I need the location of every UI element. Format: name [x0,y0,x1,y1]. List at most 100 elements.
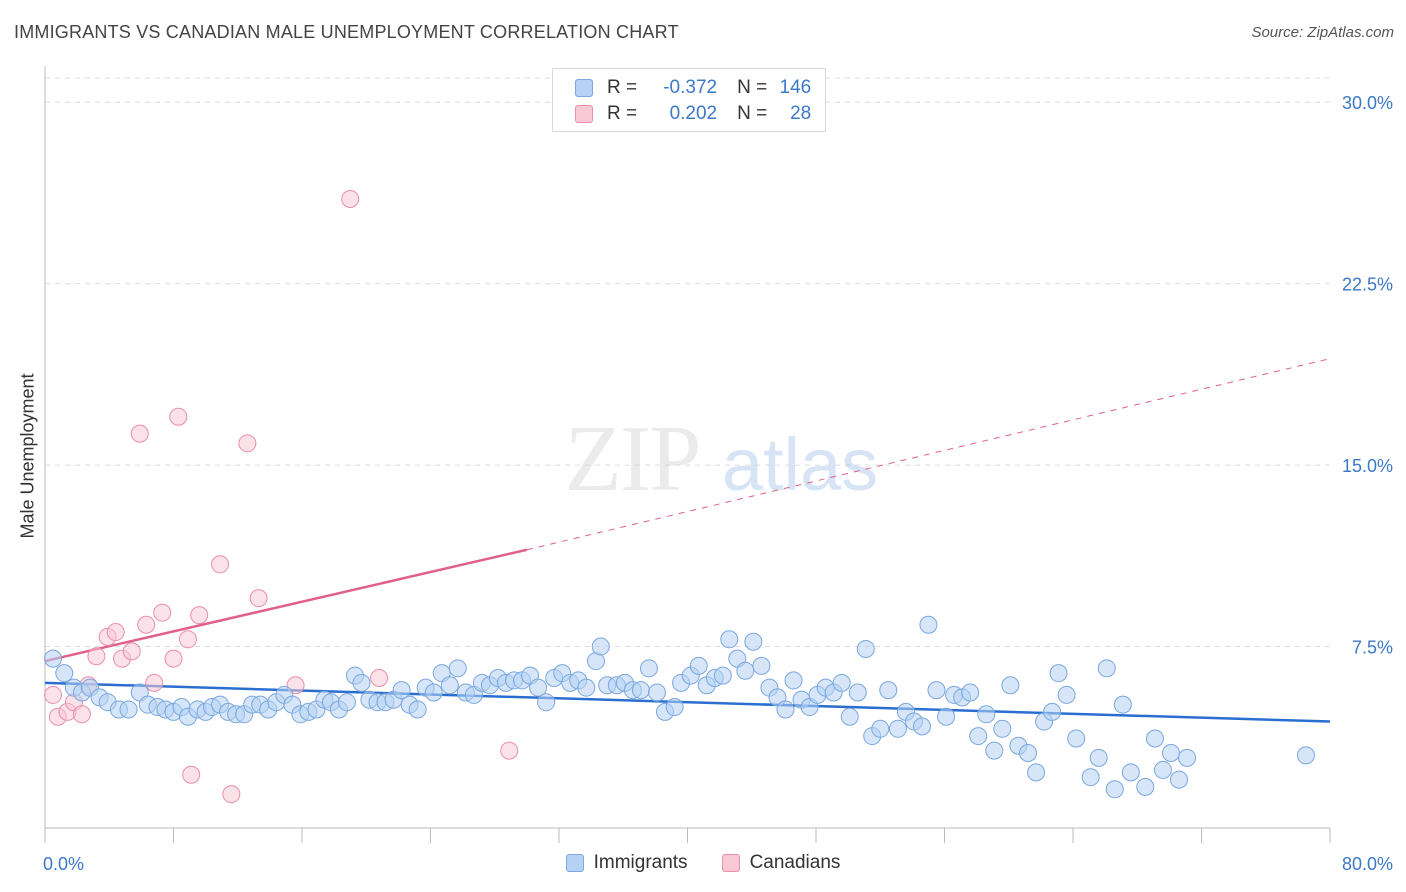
n-label: N = [737,103,768,124]
canadians-point [44,685,63,704]
legend-immigrants-label: Immigrants [593,852,688,873]
legend-canadians-label: Canadians [749,852,841,873]
canadians-point [182,765,201,784]
canadians-point [145,673,164,692]
legend-canadians-swatch [721,854,740,872]
immigrants-point [840,707,859,726]
immigrants-n-value: 146 [779,77,812,98]
immigrants-r-value: -0.372 [663,77,718,98]
immigrants-point [1019,744,1038,762]
immigrants-point [736,661,755,680]
watermark-atlas: atlas [722,423,878,506]
immigrants-point [448,659,467,678]
y-tick-label: 30.0% [1342,93,1393,113]
canadians-point [137,615,156,634]
immigrants-point [392,681,411,700]
tick-labels: 7.5% 15.0% 22.5% 30.0% 0.0% 80.0% [43,93,1393,874]
y-tick-label: 15.0% [1342,456,1393,476]
immigrants-point [744,632,763,651]
chart-title: IMMIGRANTS VS CANADIAN MALE UNEMPLOYMENT… [14,22,679,42]
legend-item-immigrants[interactable]: Immigrants [565,852,688,874]
immigrants-point [577,678,596,697]
immigrants-point [832,673,851,692]
canadians-point [169,407,188,426]
immigrants-point [408,700,427,719]
immigrants-point [913,717,932,736]
immigrants-point [1161,744,1180,762]
canadians-point [153,603,172,622]
r-label: R = [607,103,638,124]
canadians-point [122,642,141,661]
immigrants-point [776,700,795,719]
immigrants-point [879,681,898,700]
canadians-point [178,630,197,649]
immigrants-trend-line [44,681,1331,723]
immigrants-point [720,630,739,649]
immigrants-point [440,676,459,695]
immigrants-point [1089,748,1108,767]
immigrants-point [784,671,803,690]
immigrants-point [1001,676,1020,695]
canadians-point [238,434,257,453]
legend: Immigrants Canadians [0,852,1406,874]
immigrants-point [969,727,988,746]
canadians-r-value: 0.202 [669,103,718,124]
immigrants-point [44,649,63,668]
legend-immigrants-swatch [565,854,584,872]
canadians-point [130,424,149,443]
canadians-point [190,606,209,625]
axes [44,66,1331,843]
immigrants-point [1081,768,1100,787]
immigrants-point [352,673,371,692]
canadians-point [222,785,241,804]
stats-box: R = -0.372 N = 146 R = 0.202 N = 28 [552,68,826,132]
immigrants-points [44,615,1315,799]
immigrants-swatch [575,79,593,97]
canadians-n-value: 28 [790,103,812,124]
immigrants-point [1136,777,1155,796]
canadians-point [72,705,91,724]
canadians-points [44,189,519,804]
immigrants-point [977,705,996,724]
immigrants-point [1145,729,1164,748]
x-tick-label-min: 0.0% [43,854,84,874]
legend-item-canadians[interactable]: Canadians [721,852,841,874]
trend-lines [44,358,1331,723]
immigrants-point [1097,659,1116,678]
immigrants-point [1043,702,1062,721]
immigrants-point [119,700,138,719]
immigrants-point [993,719,1012,738]
immigrants-point [856,639,875,658]
immigrants-point [631,681,650,700]
immigrants-point [871,719,890,738]
immigrants-point [1170,770,1189,789]
canadians-point [341,189,360,208]
immigrants-point [752,656,771,675]
canadians-point [500,741,519,760]
canadians-point [106,623,125,642]
canadians-point [370,669,389,687]
immigrants-point [1105,780,1124,799]
watermark: ZIP atlas [565,407,879,511]
immigrants-point [591,637,610,656]
canadians-trend-line [44,548,528,663]
immigrants-point [424,683,443,702]
source-credit: Source: ZipAtlas.com [1251,24,1394,41]
immigrants-point [927,681,946,700]
immigrants-point [713,666,732,685]
immigrants-point [1178,748,1197,767]
immigrants-point [937,707,956,726]
immigrants-point [665,698,684,717]
y-tick-label: 22.5% [1342,275,1393,295]
immigrants-point [689,656,708,675]
immigrants-point [961,683,980,702]
immigrants-point [337,693,356,712]
canadians-point [164,649,183,668]
y-tick-label: 7.5% [1352,638,1393,658]
immigrants-point [1121,763,1140,782]
immigrants-point [985,741,1004,760]
immigrants-point [647,683,666,702]
x-tick-label-max: 80.0% [1342,854,1393,874]
immigrants-point [1049,664,1068,683]
